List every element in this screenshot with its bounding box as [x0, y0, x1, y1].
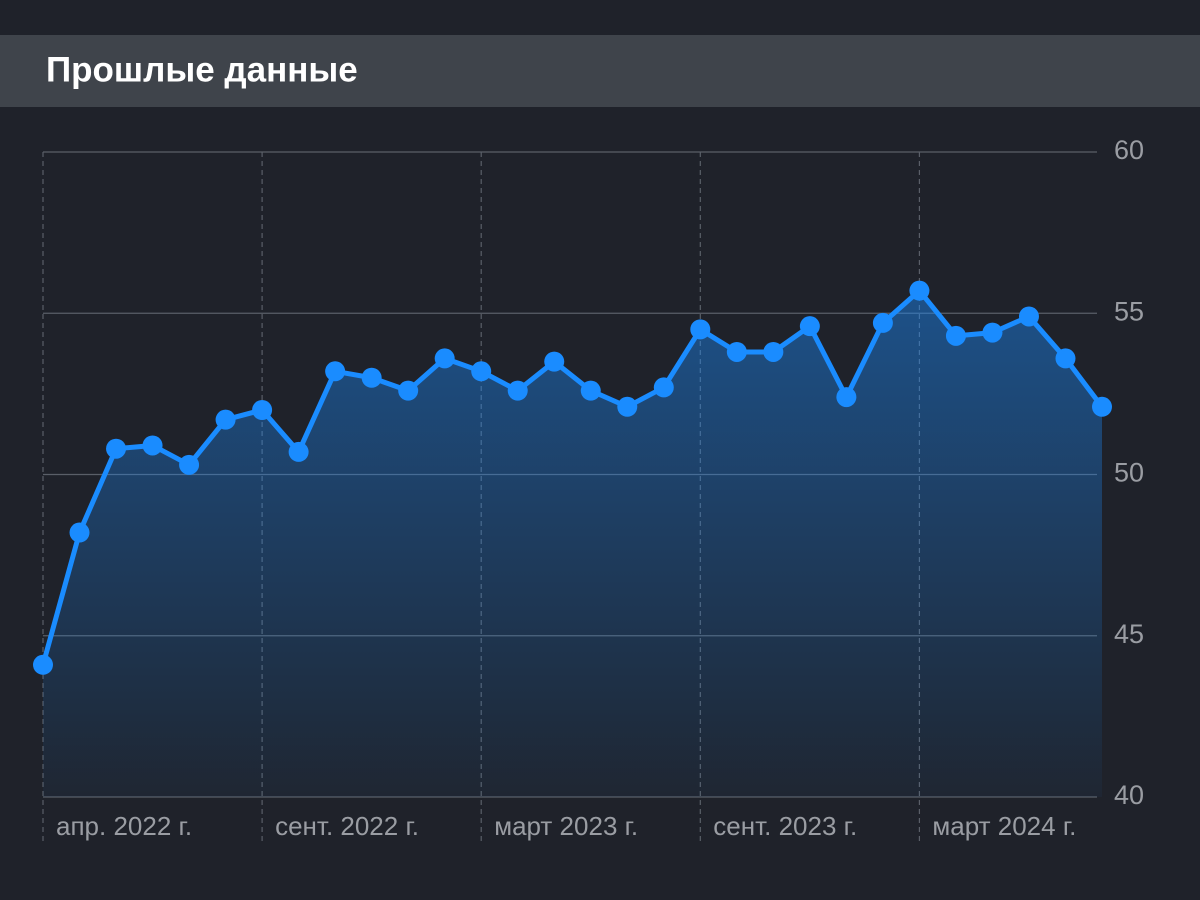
y-tick-label: 55 [1114, 296, 1144, 326]
x-tick-label: апр. 2022 г. [56, 811, 192, 841]
point [69, 522, 90, 543]
x-tick-label: март 2024 г. [932, 811, 1076, 841]
point [580, 380, 601, 401]
point [361, 367, 382, 388]
point [1018, 306, 1039, 327]
point [33, 654, 53, 675]
point [982, 322, 1003, 343]
point [325, 361, 346, 382]
point [434, 348, 455, 369]
point [471, 361, 492, 382]
point [726, 341, 747, 362]
point [252, 400, 273, 420]
x-tick-label: сент. 2022 г. [275, 811, 419, 841]
x-tick-label: март 2023 г. [494, 811, 638, 841]
y-tick-label: 60 [1114, 135, 1144, 165]
y-tick-label: 45 [1114, 619, 1144, 649]
y-tick-label: 50 [1114, 458, 1144, 488]
point [398, 380, 419, 401]
point [872, 312, 893, 333]
point [763, 341, 784, 362]
point [288, 441, 309, 462]
point [142, 435, 163, 456]
header-bar [0, 35, 1200, 107]
point [799, 316, 820, 337]
point [1092, 396, 1112, 417]
point [836, 387, 857, 408]
point [690, 319, 711, 340]
point [507, 380, 528, 401]
point [544, 351, 565, 372]
point [106, 438, 127, 459]
point [909, 280, 930, 301]
point [945, 325, 966, 346]
point [179, 454, 200, 475]
area [43, 290, 1102, 797]
point [215, 409, 236, 430]
point [617, 396, 638, 417]
point [1055, 348, 1076, 369]
point [653, 377, 674, 398]
x-tick-label: сент. 2023 г. [713, 811, 857, 841]
chart-title: Прошлые данные [46, 50, 358, 89]
y-tick-label: 40 [1114, 780, 1144, 810]
